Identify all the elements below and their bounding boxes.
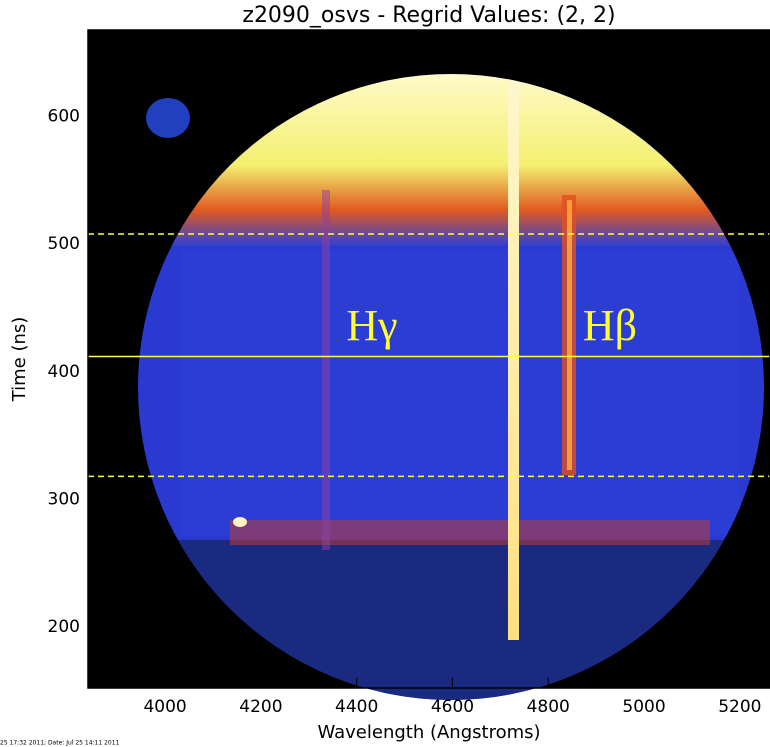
- x-tick-label: 5000: [622, 697, 665, 717]
- streak-image: [138, 74, 764, 700]
- x-tick-label: 4600: [431, 697, 474, 717]
- y-tick-label: 200: [48, 617, 80, 637]
- y-tick-label: 500: [48, 234, 80, 254]
- y-tick-label: 600: [48, 107, 80, 127]
- bright-spot: [233, 517, 247, 527]
- x-tick-label: 4800: [527, 697, 570, 717]
- overlays: Hγ Hβ: [88, 233, 770, 478]
- annotation: Hγ: [346, 301, 397, 350]
- blob: [146, 98, 190, 138]
- x-tick-label: 4200: [239, 697, 282, 717]
- y-tick-label: 400: [48, 362, 80, 382]
- x-axis-label: Wavelength (Angstroms): [317, 722, 540, 743]
- footer: 25 17:32 2011; Date: Jul 25 14:11 2011: [0, 740, 120, 747]
- y-tick-label: 300: [48, 489, 80, 509]
- y-axis-label: Time (ns): [9, 317, 30, 403]
- x-tick-label: 5200: [718, 697, 761, 717]
- x-tick-label: 4400: [335, 697, 378, 717]
- annotation: Hβ: [583, 301, 637, 350]
- chart-title: z2090_osvs - Regrid Values: (2, 2): [242, 3, 615, 28]
- plot-frame: [87, 29, 770, 689]
- x-tick-label: 4000: [143, 697, 186, 717]
